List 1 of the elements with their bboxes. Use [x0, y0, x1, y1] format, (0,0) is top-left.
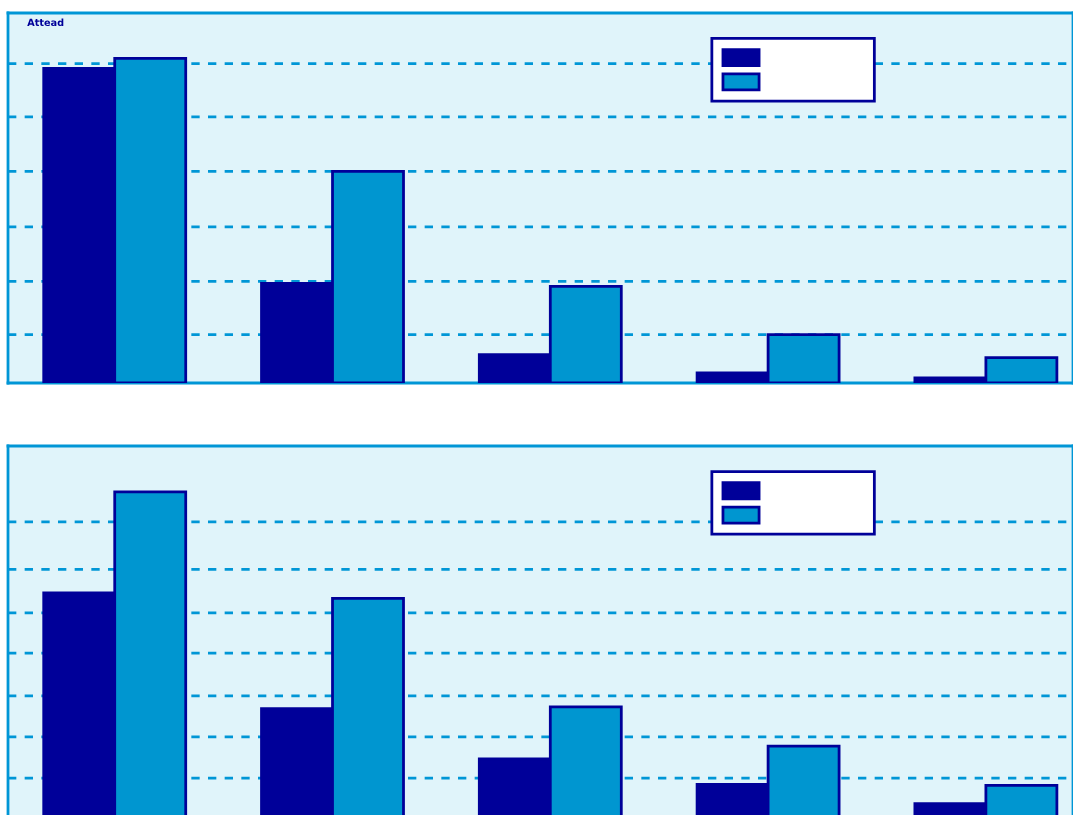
text: Attead	[27, 18, 64, 27]
